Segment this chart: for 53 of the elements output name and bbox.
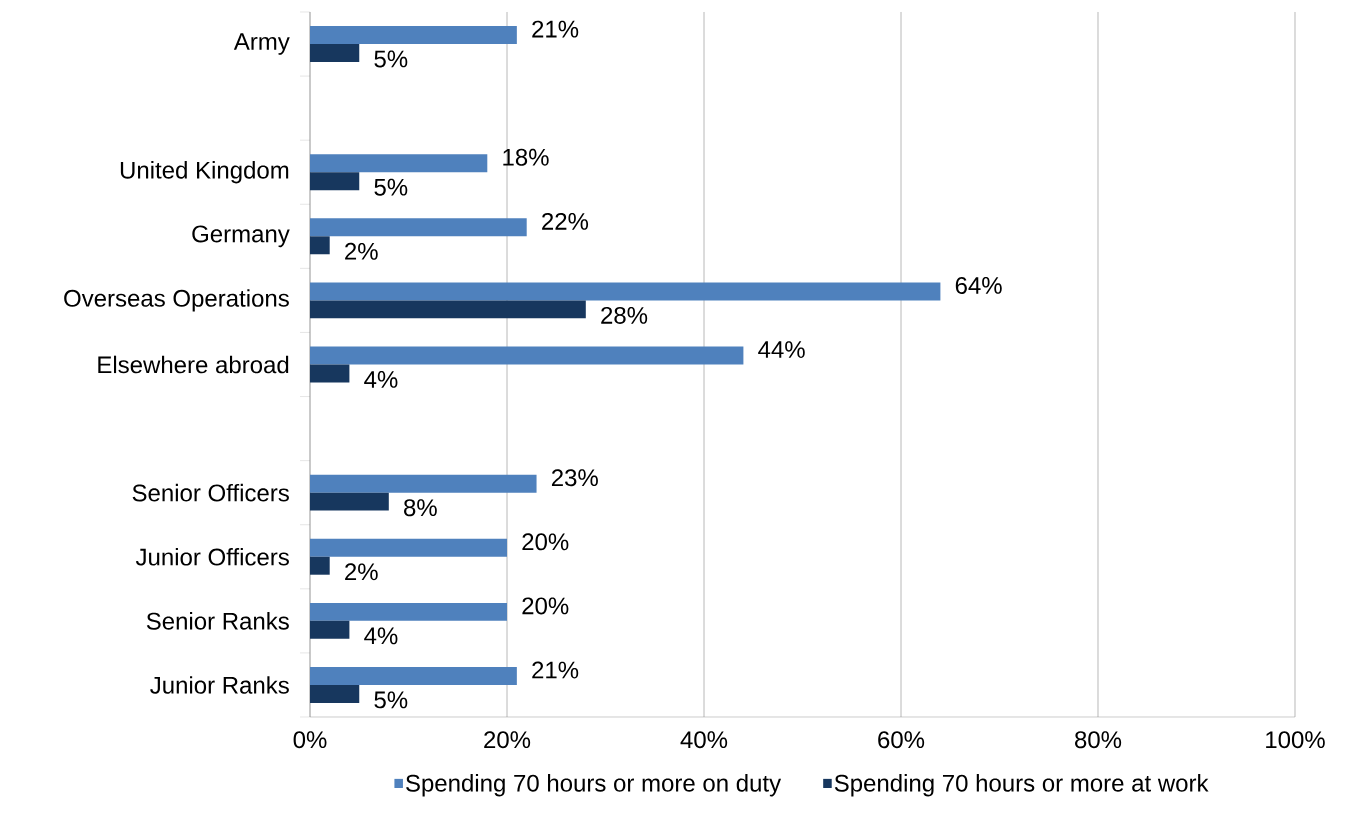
bar xyxy=(310,602,507,621)
x-tick-label: 60% xyxy=(878,731,925,749)
bar xyxy=(310,474,537,493)
data-label: 2% xyxy=(345,563,378,581)
data-label: 44% xyxy=(758,341,805,358)
bar xyxy=(310,218,527,237)
legend-label: Spending 70 hours or more on duty xyxy=(406,774,782,797)
data-label: 22% xyxy=(542,212,589,230)
y-tick-label: United Kingdom xyxy=(120,161,289,184)
y-tick-label: Junior Ranks xyxy=(150,676,289,694)
bar xyxy=(310,538,507,557)
bar xyxy=(310,364,350,383)
data-label: 21% xyxy=(532,661,579,679)
bar xyxy=(310,172,360,191)
x-tick-label: 100% xyxy=(1266,731,1325,749)
data-label: 8% xyxy=(404,499,437,517)
data-label: 5% xyxy=(374,178,408,196)
data-label: 20% xyxy=(522,533,569,551)
y-tick-label: Army xyxy=(233,33,290,55)
bar xyxy=(310,620,350,639)
data-label: 4% xyxy=(364,627,398,645)
data-label: 28% xyxy=(601,306,648,324)
y-tick-label: Junior Officers xyxy=(135,547,289,566)
legend-label: Spending 70 hours or more at work xyxy=(834,774,1209,797)
x-tick-label: 80% xyxy=(1075,731,1122,749)
bar xyxy=(310,236,330,255)
data-label: 5% xyxy=(374,691,408,709)
bar xyxy=(310,492,389,511)
bar xyxy=(310,154,488,173)
bar xyxy=(310,667,517,685)
y-tick-label: Germany xyxy=(192,225,290,248)
data-label: 21% xyxy=(532,20,579,38)
x-tick-label: 20% xyxy=(484,731,531,749)
x-tick-label: 40% xyxy=(680,731,728,749)
bar xyxy=(310,300,586,319)
y-tick-label: Senior Ranks xyxy=(146,612,289,630)
data-label: 23% xyxy=(551,469,598,487)
data-label: 4% xyxy=(364,371,398,388)
y-tick-label: Overseas Operations xyxy=(64,289,289,312)
bar xyxy=(310,44,360,62)
data-label: 64% xyxy=(955,276,1002,294)
bar xyxy=(310,684,360,703)
data-label: 20% xyxy=(522,597,569,615)
y-tick-label: Elsewhere abroad xyxy=(98,355,289,374)
data-label: 2% xyxy=(345,242,378,260)
bar xyxy=(310,282,941,301)
data-label: 5% xyxy=(374,50,408,68)
bar xyxy=(310,346,744,365)
data-label: 18% xyxy=(503,148,549,166)
x-tick-label: 0% xyxy=(293,731,327,749)
bar xyxy=(310,556,330,575)
bar xyxy=(310,26,517,45)
y-tick-label: Senior Officers xyxy=(132,483,289,502)
